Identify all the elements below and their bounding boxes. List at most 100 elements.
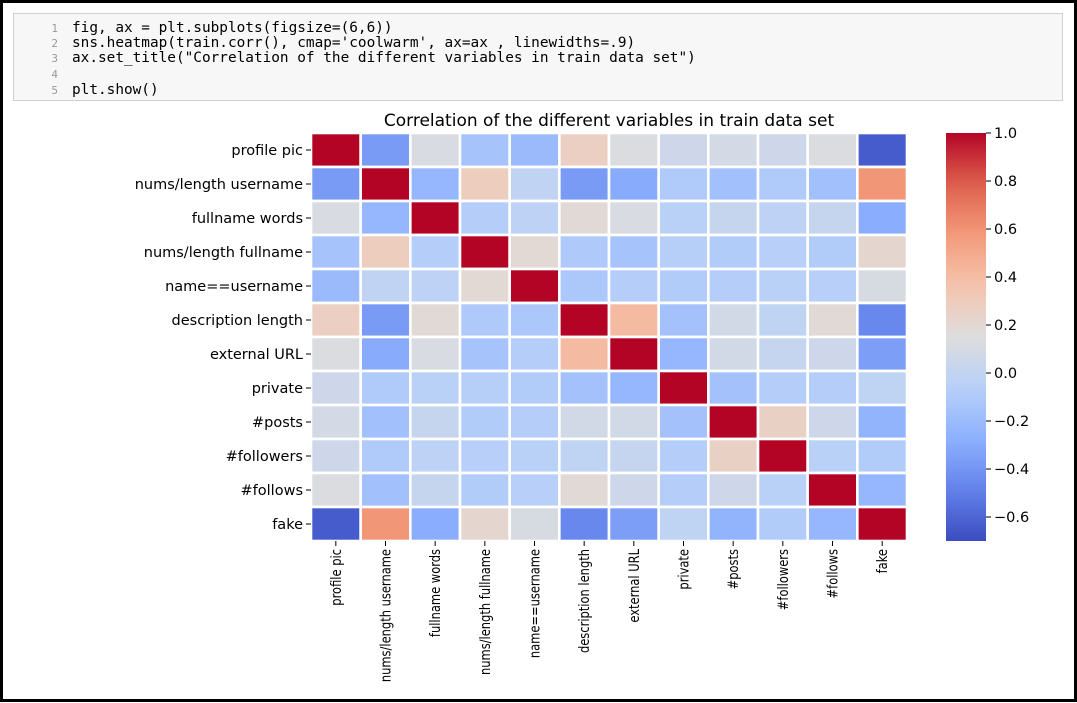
heatmap-cell (756, 369, 809, 407)
heatmap-cell (458, 505, 511, 543)
heatmap-cell (359, 505, 412, 543)
colorbar-tick-label: −0.2 (994, 414, 1029, 430)
heatmap-cell (558, 505, 611, 543)
x-tick-label: nums/length fullname (478, 549, 494, 675)
heatmap-cell (458, 403, 511, 441)
code-text: fig, ax = plt.subplots(figsize=(6,6)) (72, 20, 393, 36)
heatmap-cell (309, 165, 362, 203)
heatmap-cell (309, 301, 362, 339)
heatmap-cell (657, 131, 710, 169)
heatmap-cell (806, 131, 859, 169)
heatmap-cell (458, 335, 511, 373)
colorbar (946, 133, 986, 541)
heatmap-cell (856, 165, 909, 203)
heatmap-cell (607, 471, 660, 509)
y-tick-label: #follows (241, 483, 303, 499)
heatmap-cell (856, 403, 909, 441)
colorbar-tick-label: 0.8 (994, 174, 1017, 190)
heatmap-cell (309, 369, 362, 407)
y-tick-label: fullname words (192, 211, 303, 227)
code-text: plt.show() (72, 82, 159, 98)
x-tick-label: name==username (527, 549, 543, 658)
heatmap-cell (657, 233, 710, 271)
heatmap-cell (409, 403, 462, 441)
heatmap-cell (756, 165, 809, 203)
heatmap-cell (359, 369, 412, 407)
line-number: 5 (51, 84, 58, 97)
heatmap-cell (657, 301, 710, 339)
x-tick-label: #follows (825, 549, 841, 599)
y-tick-label: profile pic (231, 143, 303, 159)
heatmap-cell (409, 199, 462, 237)
heatmap-cell (558, 233, 611, 271)
heatmap-cell (309, 199, 362, 237)
x-tick-label: #posts (726, 549, 742, 590)
heatmap-cell (359, 131, 412, 169)
heatmap-cell (359, 267, 412, 305)
heatmap-cell (657, 267, 710, 305)
heatmap-cell (508, 165, 561, 203)
colorbar-tick-label: −0.6 (994, 510, 1029, 526)
heatmap-cell (806, 471, 859, 509)
y-tick-label: nums/length username (135, 177, 303, 193)
heatmap-cell (657, 335, 710, 373)
heatmap-cell (756, 131, 809, 169)
heatmap-cell (856, 301, 909, 339)
heatmap-cell (657, 403, 710, 441)
heatmap-cell (607, 131, 660, 169)
x-tick-label: fullname words (428, 549, 444, 637)
heatmap-cell (558, 199, 611, 237)
heatmap-chart: Correlation of the different variables i… (135, 111, 1029, 682)
heatmap-cell (607, 369, 660, 407)
heatmap-cell (856, 471, 909, 509)
heatmap-cell (508, 335, 561, 373)
heatmap-cell (359, 471, 412, 509)
heatmap-cell (359, 335, 412, 373)
heatmap-cell (607, 199, 660, 237)
y-tick-label: nums/length fullname (144, 245, 303, 261)
heatmap-cell (856, 199, 909, 237)
heatmap-cell (607, 165, 660, 203)
heatmap-cell (607, 403, 660, 441)
heatmap-cell (756, 505, 809, 543)
heatmap-cell (657, 471, 710, 509)
y-tick-label: private (252, 381, 303, 397)
heatmap-cell (756, 267, 809, 305)
line-number: 1 (51, 22, 58, 35)
heatmap-cell (707, 267, 760, 305)
x-tick-label: external URL (627, 548, 643, 622)
colorbar-tick-label: 0.4 (994, 270, 1017, 286)
heatmap-cell (508, 471, 561, 509)
heatmap-cell (309, 505, 362, 543)
heatmap-cell (806, 233, 859, 271)
heatmap-cell (756, 471, 809, 509)
code-cell[interactable]: 1 fig, ax = plt.subplots(figsize=(6,6)) 2 s… (13, 13, 1063, 101)
heatmap-cell (309, 403, 362, 441)
heatmap-cell (508, 403, 561, 441)
heatmap-cell (508, 267, 561, 305)
heatmap-cell (707, 301, 760, 339)
x-tick-label: private (676, 549, 692, 590)
heatmap-cell (607, 335, 660, 373)
heatmap-cell (756, 403, 809, 441)
heatmap-cell (657, 165, 710, 203)
heatmap-cell (409, 301, 462, 339)
heatmap-cell (508, 199, 561, 237)
heatmap-cell (409, 267, 462, 305)
heatmap-cell (856, 267, 909, 305)
heatmap-cell (856, 437, 909, 475)
code-text: sns.heatmap(train.corr(), cmap='coolwarm… (72, 35, 636, 51)
heatmap-cell (558, 369, 611, 407)
heatmap-cell (756, 437, 809, 475)
heatmap-cell (508, 505, 561, 543)
heatmap-cell (806, 369, 859, 407)
heatmap-cell (309, 437, 362, 475)
heatmap-cell (508, 437, 561, 475)
heatmap-cell (607, 437, 660, 475)
heatmap-cell (707, 335, 760, 373)
heatmap-cell (508, 131, 561, 169)
heatmap-cell (359, 403, 412, 441)
heatmap-cell (756, 199, 809, 237)
x-tick-label: profile pic (329, 549, 345, 606)
